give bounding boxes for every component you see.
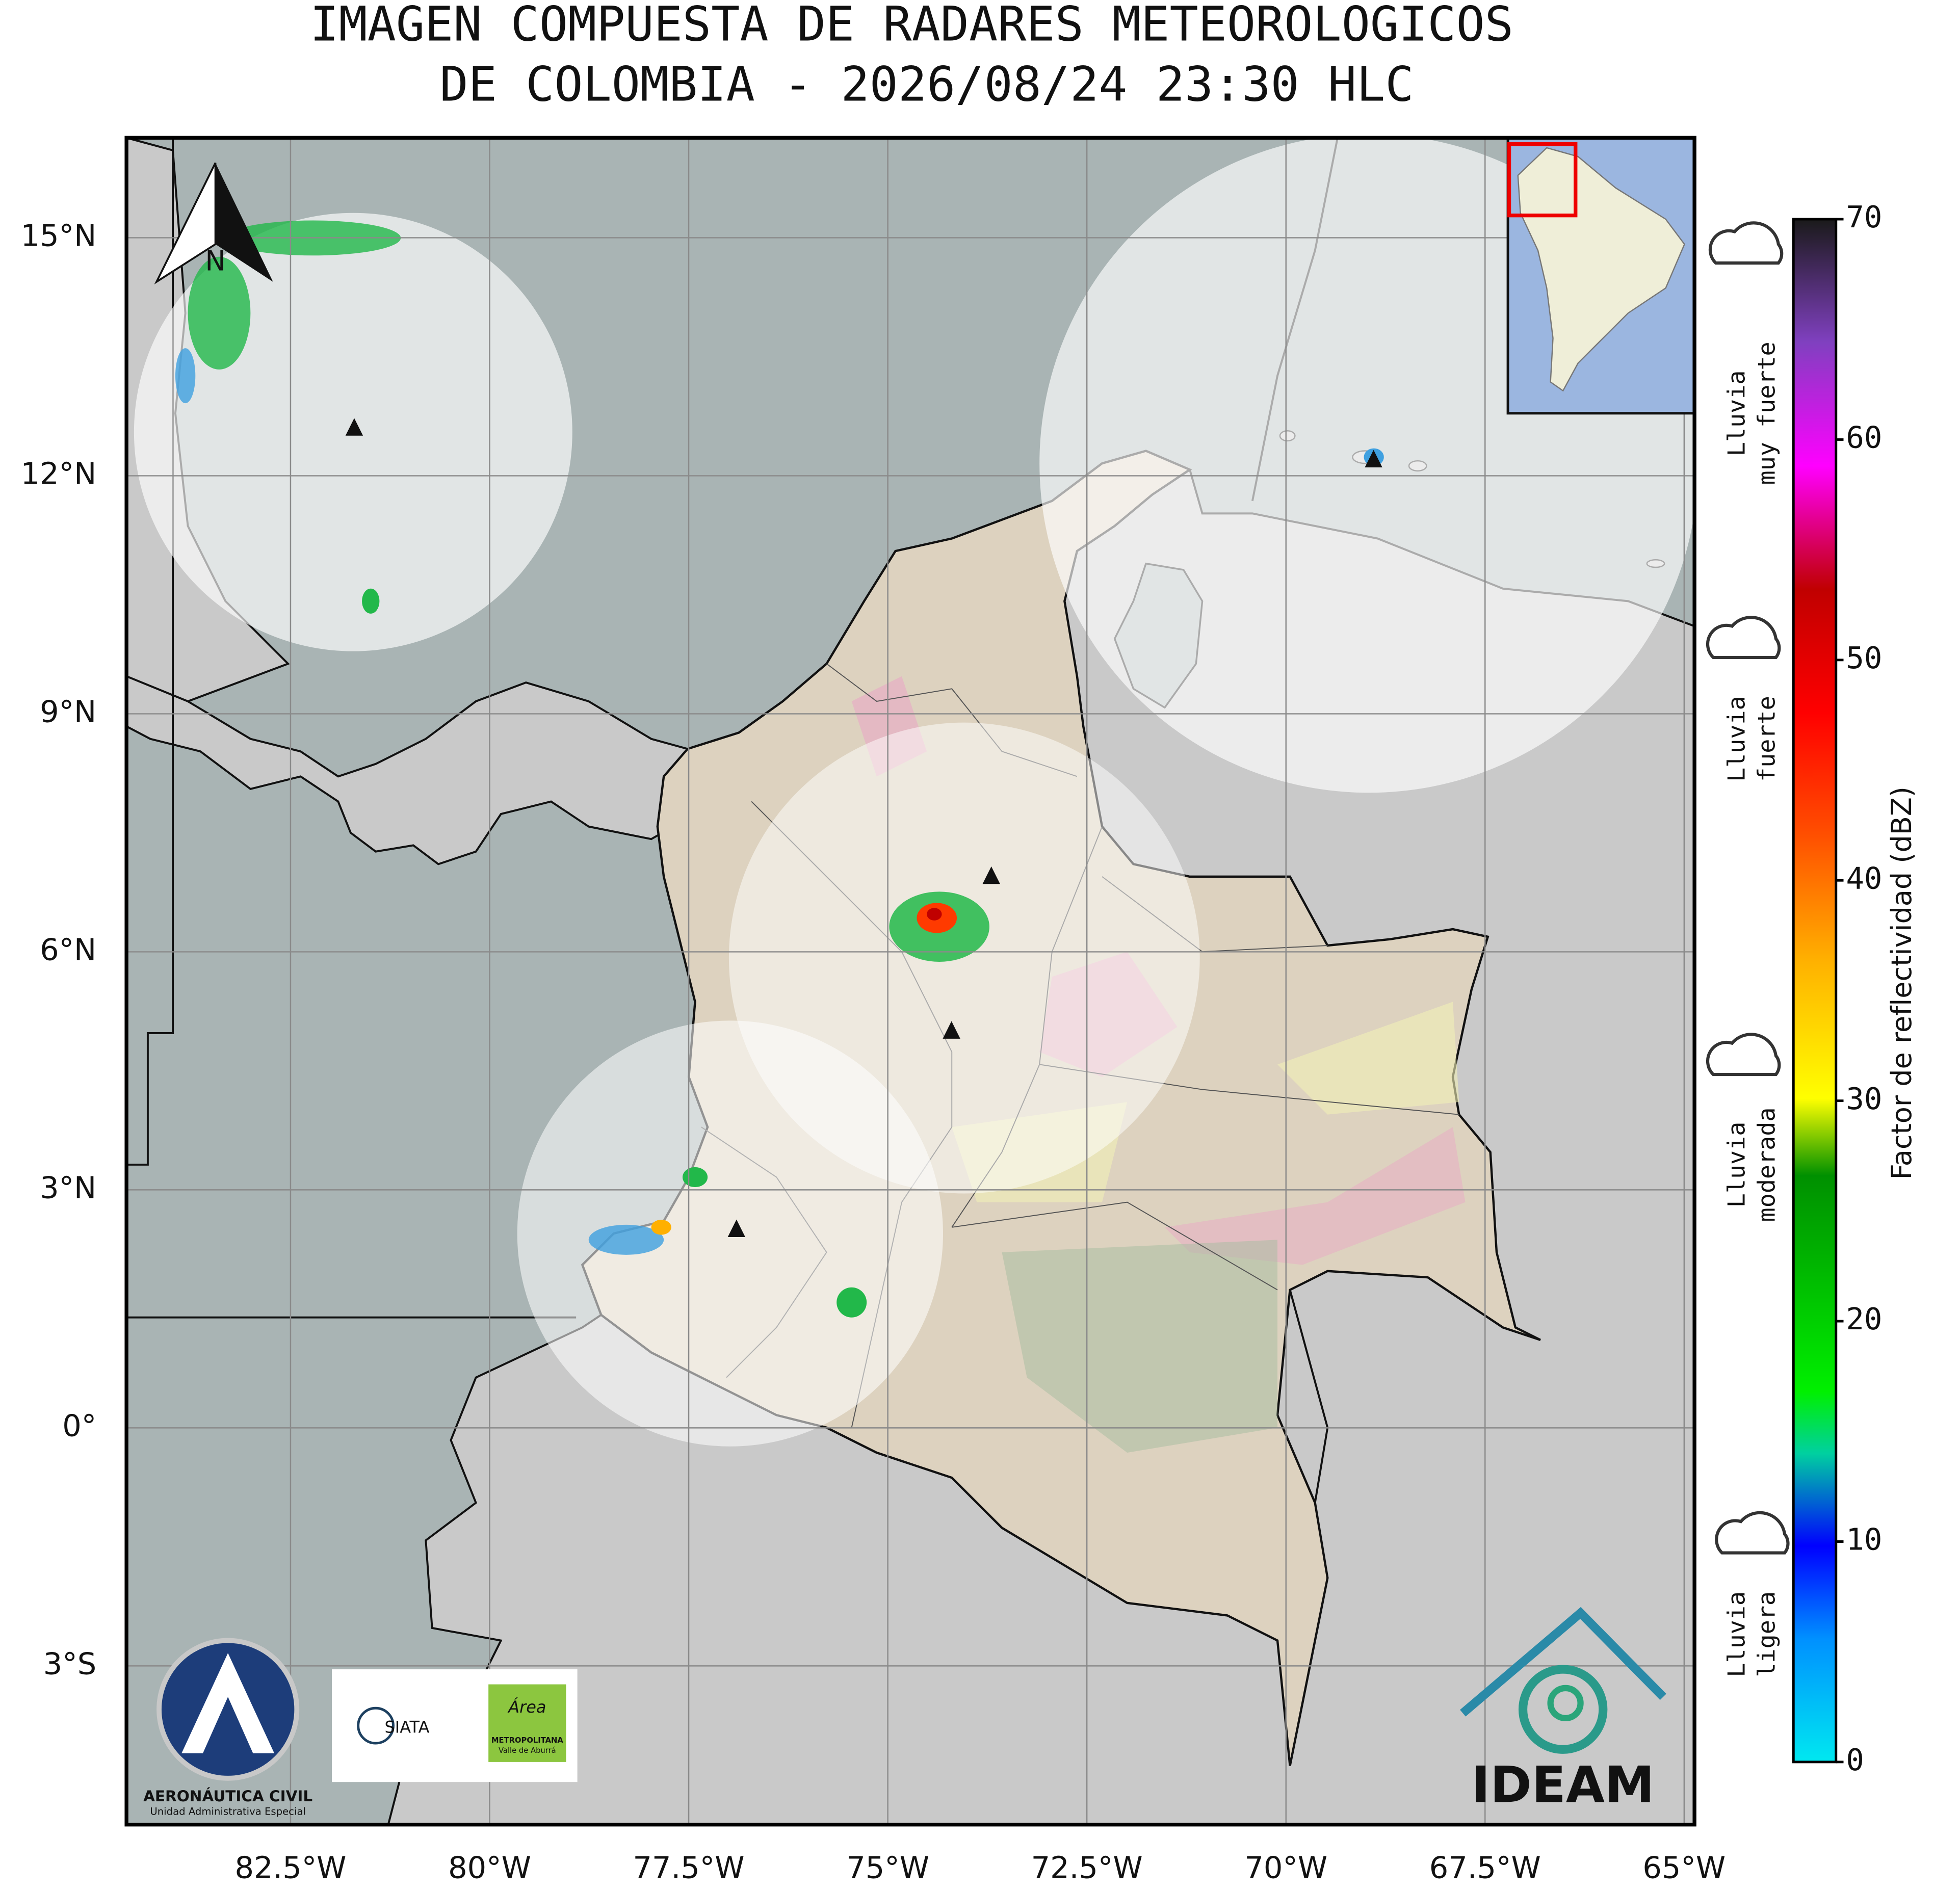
map-body [126, 138, 1695, 1825]
rain-icons [1706, 221, 1790, 1555]
region [1164, 1127, 1466, 1265]
inset-extent [1507, 142, 1578, 218]
logo-ideam: IDEAM [1460, 1607, 1666, 1814]
echoes [175, 220, 1384, 1318]
radar-site [345, 418, 363, 436]
colorbar-tick-label: 10 [1846, 1522, 1882, 1557]
radar-site [943, 1021, 960, 1039]
north-arrow: N [154, 162, 273, 284]
y-tick-label: 3°S [43, 1646, 96, 1682]
colorbar-tick-label: 60 [1846, 420, 1882, 455]
x-tick-label: 67.5°W [1429, 1850, 1541, 1885]
rain-level-label: ligera [1754, 1591, 1781, 1677]
x-tick-label: 65°W [1642, 1850, 1726, 1885]
y-tick-label: 12°N [21, 456, 97, 491]
logo-text: IDEAM [1472, 1756, 1655, 1814]
colorbar-tick-label: 30 [1846, 1081, 1882, 1116]
y-tick-label: 3°N [40, 1170, 96, 1205]
colorbar-label: Factor de reflectividad (dBZ) [1886, 786, 1918, 1179]
logo-text: Área [507, 1697, 546, 1717]
radar-site [727, 1219, 745, 1237]
colorbar-ticks: 0 10 20 30 40 50 60 70 [1836, 199, 1882, 1777]
map-frame [124, 136, 1696, 1827]
x-tick-label: 75°W [846, 1850, 929, 1885]
y-tick-label: 0° [62, 1408, 96, 1443]
region [1002, 1240, 1278, 1453]
colorbar [1792, 218, 1838, 1764]
y-tick-label: 15°N [21, 218, 97, 253]
rain-level-label: Lluvia [1723, 1122, 1751, 1208]
x-tick-label: 82.5°W [234, 1850, 346, 1885]
title-line: DE COLOMBIA - 2026/08/24 23:30 HLC [440, 57, 1414, 112]
logo-text: METROPOLITANA [491, 1736, 563, 1745]
x-tick-label: 77.5°W [633, 1850, 745, 1885]
x-tick-label: 80°W [448, 1850, 531, 1885]
logo-text: Unidad Administrativa Especial [150, 1806, 306, 1818]
y-tick-label: 9°N [40, 694, 96, 729]
department-border [952, 1201, 1278, 1291]
colorbar-tick-label: 70 [1846, 199, 1882, 234]
colorbar-tick-label: 40 [1846, 860, 1882, 896]
logo-text: Valle de Aburrá [499, 1746, 556, 1755]
radar-sites [345, 418, 1382, 1237]
logo-text: SIATA [385, 1718, 430, 1737]
radar-site [1365, 450, 1382, 468]
rain-level-label: Lluvia [1723, 696, 1751, 782]
rain-level-label: moderada [1754, 1108, 1781, 1222]
graticule [126, 138, 1695, 1825]
rain-level-label: Lluvia [1723, 371, 1751, 457]
rain-level-label: Lluvia [1723, 1591, 1751, 1677]
colorbar-tick-label: 20 [1846, 1301, 1882, 1336]
logo-aerocivil: AERONÁUTICA CIVIL Unidad Administrativa … [143, 1638, 312, 1818]
radar-site [982, 866, 1000, 884]
colorbar-tick-label: 50 [1846, 640, 1882, 675]
x-tick-label: 70°W [1244, 1850, 1327, 1885]
x-tick-label: 72.5°W [1031, 1850, 1143, 1885]
title-line: IMAGEN COMPUESTA DE RADARES METEOROLOGIC… [310, 0, 1513, 52]
colorbar-tick-label: 0 [1846, 1742, 1864, 1777]
rain-level-label: fuerte [1754, 696, 1781, 782]
maritime-border [126, 138, 174, 1166]
region [1277, 1002, 1459, 1115]
inset-map [1506, 136, 1696, 415]
inset-continent [1517, 147, 1685, 392]
logo-text: AERONÁUTICA CIVIL [143, 1787, 312, 1805]
north-label: N [205, 245, 225, 277]
panama [126, 675, 696, 865]
rain-level-label: muy fuerte [1754, 342, 1781, 485]
logo-siata-area: SIATA Área METROPOLITANA Valle de Aburrá [332, 1669, 578, 1782]
axis-labels: 82.5°W 80°W 77.5°W 75°W 72.5°W 70°W 67.5°W 65°W… [21, 218, 1726, 1885]
y-tick-label: 6°N [40, 932, 96, 967]
